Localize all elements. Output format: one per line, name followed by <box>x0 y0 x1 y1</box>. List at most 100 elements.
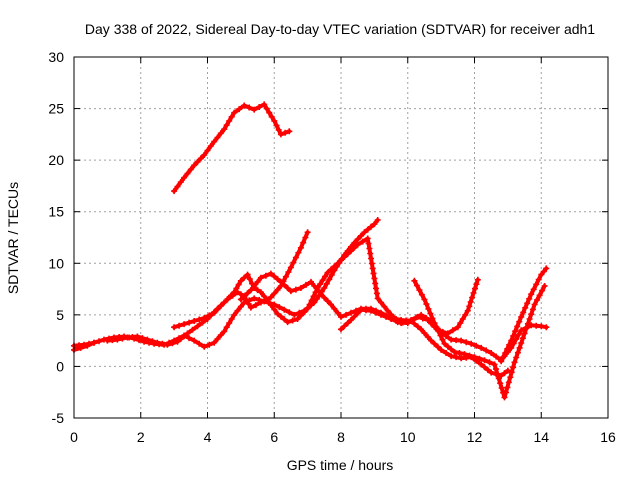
trail-marker <box>214 335 221 342</box>
data-series <box>71 101 550 401</box>
trail-marker <box>237 303 244 310</box>
data-point <box>191 337 198 344</box>
trail-marker <box>286 309 293 316</box>
data-point <box>297 285 304 291</box>
data-point <box>237 277 244 284</box>
trail-marker <box>526 295 533 302</box>
y-tick-label: 25 <box>48 101 64 117</box>
series-track-a <box>171 101 293 195</box>
trail-marker <box>434 343 441 350</box>
trail-marker <box>169 340 176 347</box>
trail-marker <box>413 314 420 321</box>
trail-marker <box>233 285 240 292</box>
data-point <box>91 339 97 346</box>
data-point <box>464 307 471 314</box>
trail-marker <box>540 268 547 275</box>
trail-marker <box>226 320 233 327</box>
trail-marker <box>483 347 490 354</box>
data-point <box>294 316 301 322</box>
trail-marker <box>243 297 250 304</box>
trail-marker <box>228 113 235 120</box>
trail-marker <box>469 294 476 301</box>
data-point <box>171 188 178 195</box>
trail-marker <box>308 297 315 304</box>
trail-marker <box>300 239 307 246</box>
trail-marker <box>273 122 280 129</box>
trail-marker <box>448 346 455 353</box>
trail-marker <box>494 370 501 377</box>
trail-marker <box>236 106 243 113</box>
trail-marker <box>473 281 480 288</box>
trail-marker <box>256 104 263 110</box>
trail-marker <box>508 369 515 376</box>
trail-marker <box>518 340 525 346</box>
trail-marker <box>149 338 156 345</box>
data-point <box>438 346 445 353</box>
data-point <box>488 350 495 356</box>
y-tick-label: 10 <box>48 255 64 271</box>
trail-marker <box>526 316 533 322</box>
data-point <box>308 278 314 285</box>
trail-marker <box>497 380 504 387</box>
trail-marker <box>274 276 281 283</box>
trail-marker <box>539 287 546 294</box>
trail-marker <box>466 352 473 359</box>
trail-marker <box>373 309 379 316</box>
trail-marker <box>181 333 188 340</box>
x-tick-label: 2 <box>137 429 145 445</box>
trail-marker <box>199 319 206 326</box>
data-point <box>231 311 238 318</box>
data-point <box>237 296 244 303</box>
trail-marker <box>206 312 213 319</box>
data-point <box>271 117 278 124</box>
data-point <box>511 359 518 366</box>
trail-marker <box>519 335 526 342</box>
trail-marker <box>204 147 211 154</box>
trail-marker <box>366 245 373 252</box>
trail-marker <box>459 316 466 322</box>
data-point <box>448 353 455 360</box>
trail-marker <box>449 327 456 334</box>
series-track-h <box>498 265 550 365</box>
data-point <box>518 327 525 334</box>
series-track-f <box>338 306 550 364</box>
data-point <box>491 361 498 368</box>
data-point <box>174 338 181 345</box>
trail-marker <box>510 364 517 371</box>
trail-marker <box>214 134 221 141</box>
data-point <box>411 277 418 284</box>
trail-marker <box>271 273 278 280</box>
trail-marker <box>514 323 521 330</box>
trail-marker <box>493 366 499 373</box>
x-tick-label: 14 <box>533 429 549 445</box>
trail-marker <box>322 273 329 280</box>
data-point <box>267 294 274 301</box>
trail-marker <box>317 281 324 288</box>
trail-marker <box>403 318 410 325</box>
trail-marker <box>159 340 166 347</box>
trail-marker <box>186 335 193 342</box>
trail-marker <box>311 283 318 289</box>
trail-marker <box>344 320 351 327</box>
data-point <box>77 344 84 351</box>
trail-marker <box>177 335 184 342</box>
trail-marker <box>514 349 521 356</box>
data-point <box>274 310 281 317</box>
data-point <box>291 311 298 318</box>
trail-marker <box>186 319 193 326</box>
trail-marker <box>522 304 529 311</box>
trail-marker <box>411 320 418 327</box>
trail-marker <box>290 259 297 266</box>
trail-marker <box>523 325 530 332</box>
trail-marker <box>524 320 531 327</box>
trail-marker <box>292 286 299 293</box>
trail-marker <box>512 328 519 335</box>
trail-marker <box>429 315 436 322</box>
data-point <box>334 260 341 267</box>
trail-marker <box>378 299 385 306</box>
data-point <box>201 315 208 321</box>
data-point <box>231 289 238 296</box>
trail-marker <box>533 281 540 288</box>
data-point <box>297 244 304 251</box>
trail-marker <box>418 291 425 298</box>
